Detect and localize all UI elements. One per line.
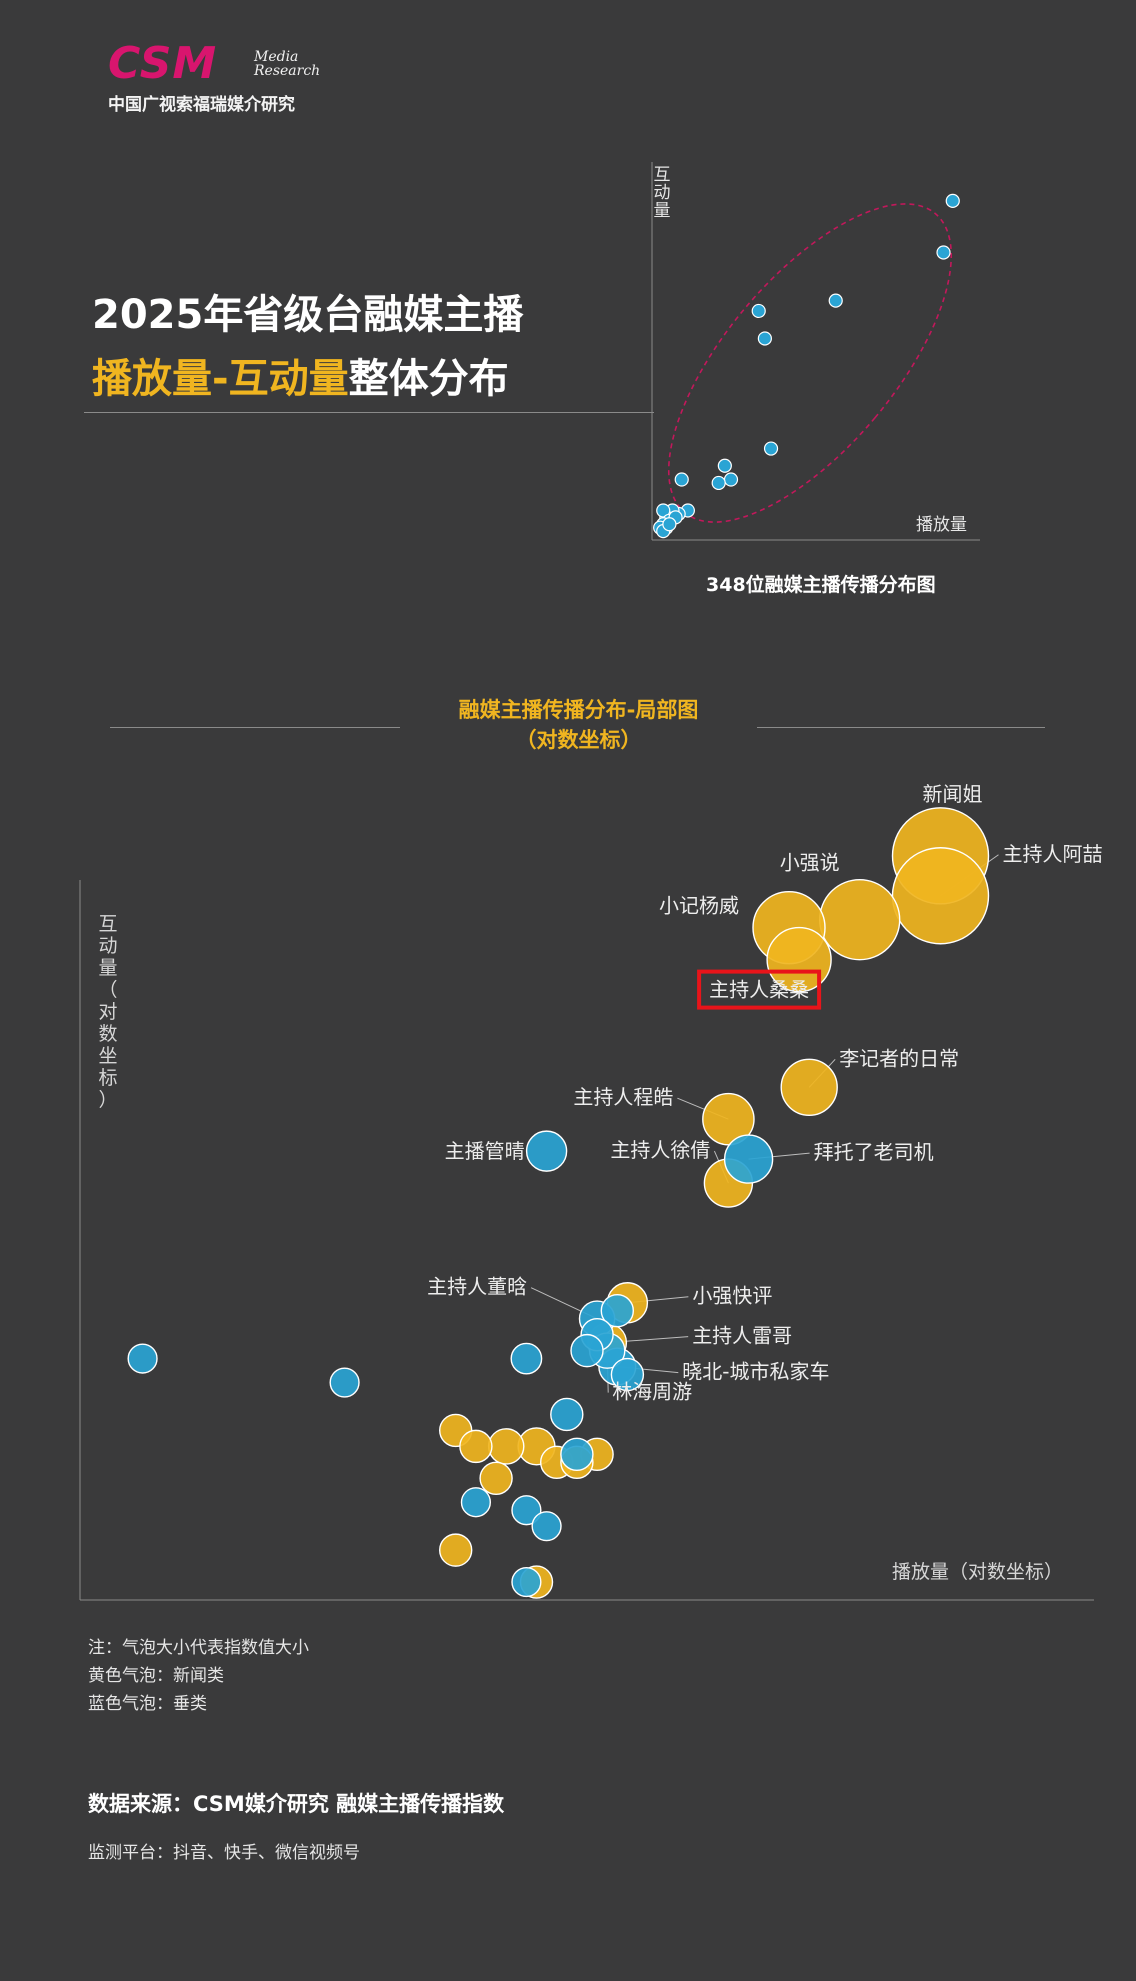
logo-wordmark: CSM — [108, 38, 218, 89]
vertical-bubble — [510, 1342, 543, 1375]
highlight-box — [697, 969, 822, 1010]
bubble-label: 林海周游 — [612, 1380, 692, 1404]
axis-label-char: 动 — [98, 935, 117, 957]
vertical-bubble — [531, 1511, 562, 1542]
overview-point — [828, 293, 843, 308]
note-blue-legend: 蓝色气泡：垂类 — [88, 1694, 207, 1714]
overview-point — [656, 503, 671, 518]
vertical-bubble — [550, 1397, 584, 1432]
brand-logo: CSM Media Research 中国广视索福瑞媒介研究 — [108, 38, 348, 118]
overview-point — [723, 472, 739, 487]
bubble-label: 拜托了老司机 — [814, 1140, 934, 1164]
overview-point — [674, 472, 689, 487]
vertical-bubble — [329, 1367, 360, 1398]
overview-point — [717, 458, 732, 473]
news-bubble — [479, 1461, 513, 1495]
org-name: 中国广视索福瑞媒介研究 — [108, 95, 295, 115]
overview-points — [653, 193, 960, 539]
axis-label-char: 动 — [654, 183, 671, 203]
axis-label-char: 互 — [98, 913, 117, 935]
bubbles — [127, 807, 990, 1599]
overview-x-axis-label: 播放量 — [916, 515, 967, 535]
axis-label-char: 对 — [98, 1001, 117, 1023]
bubble-label: 李记者的日常 — [839, 1046, 959, 1070]
axis-label-char: 互 — [654, 165, 671, 185]
overview-chart: 互动量 播放量 — [651, 162, 980, 541]
axis-label-char: 量 — [98, 957, 117, 979]
overview-point — [662, 517, 677, 532]
overview-point — [763, 441, 779, 456]
news-bubble — [439, 1533, 473, 1567]
overview-point — [757, 331, 772, 346]
subtitle-highlight: 播放量-互动量 — [92, 356, 349, 402]
vertical-bubble — [600, 1294, 634, 1328]
axis-label-char: 数 — [98, 1023, 117, 1045]
main-y-axis-label: 互动量（对数坐标） — [98, 913, 117, 1111]
bubble-label: 新闻姐 — [923, 782, 983, 806]
bubble-label: 小强说 — [780, 851, 840, 875]
axis-label-char: 标 — [98, 1067, 117, 1089]
axis-label-char: 坐 — [98, 1045, 117, 1067]
main-x-axis-label: 播放量（对数坐标） — [892, 1561, 1063, 1583]
news-bubble — [780, 1058, 838, 1116]
overview-point — [936, 245, 951, 260]
bubble-label: 主持人桑桑 — [709, 978, 809, 1002]
vertical-bubble — [511, 1495, 542, 1526]
news-bubble — [766, 926, 832, 993]
bubble-label: 晓北-城市私家车 — [682, 1360, 829, 1384]
overview-caption: 348位融媒主播传播分布图 — [706, 574, 936, 596]
axis-label-char: ） — [98, 1089, 117, 1111]
section-title: 融媒主播传播分布-局部图 （对数坐标） — [458, 698, 699, 752]
news-bubble — [891, 847, 990, 945]
bubble-label: 主持人徐倩 — [610, 1138, 710, 1162]
data-source: 数据来源：CSM媒介研究 融媒主播传播指数 — [88, 1792, 505, 1816]
vertical-bubble — [511, 1566, 542, 1598]
note-yellow-legend: 黄色气泡：新闻类 — [88, 1666, 224, 1686]
vertical-bubble — [560, 1437, 594, 1472]
section-rule-right — [757, 727, 1045, 728]
page-title: 2025年省级台融媒主播 — [92, 292, 524, 338]
bubble-label: 主持人阿喆 — [1003, 842, 1103, 866]
bubble-label: 主播管晴 — [445, 1139, 525, 1163]
subtitle-rest: 整体分布 — [348, 356, 509, 402]
news-bubble — [487, 1428, 525, 1465]
overview-point — [711, 475, 726, 491]
vertical-bubble — [610, 1357, 645, 1392]
overview-y-axis-label: 互动量 — [654, 165, 671, 221]
vertical-bubble — [525, 1130, 568, 1172]
note-size: 注：气泡大小代表指数值大小 — [88, 1638, 309, 1658]
bubble-label: 主持人董晗 — [427, 1275, 527, 1299]
section-rule-left — [110, 727, 400, 728]
bubble-label: 主持人雷哥 — [692, 1324, 792, 1348]
axis-label-char: 量 — [654, 201, 671, 221]
overview-point — [945, 193, 960, 208]
vertical-bubble — [570, 1333, 604, 1368]
bubble-label: 小记杨威 — [659, 894, 739, 918]
monitor-platform: 监测平台：抖音、快手、微信视频号 — [88, 1843, 360, 1863]
bubble-label: 主持人程皓 — [573, 1085, 673, 1109]
logo-media-research: Media Research — [254, 49, 321, 79]
news-bubble — [459, 1429, 493, 1464]
news-bubble — [819, 878, 901, 961]
vertical-bubble — [460, 1487, 491, 1518]
page-subtitle: 播放量-互动量整体分布 — [92, 346, 509, 404]
news-bubble — [702, 1092, 755, 1146]
overview-highlight-ellipse — [667, 203, 953, 523]
title-divider — [84, 412, 654, 413]
axis-label-char: （ — [98, 979, 117, 1001]
overview-point — [751, 303, 766, 319]
vertical-bubble — [723, 1134, 774, 1184]
bubble-label: 小强快评 — [692, 1284, 772, 1308]
vertical-bubble — [127, 1343, 158, 1374]
